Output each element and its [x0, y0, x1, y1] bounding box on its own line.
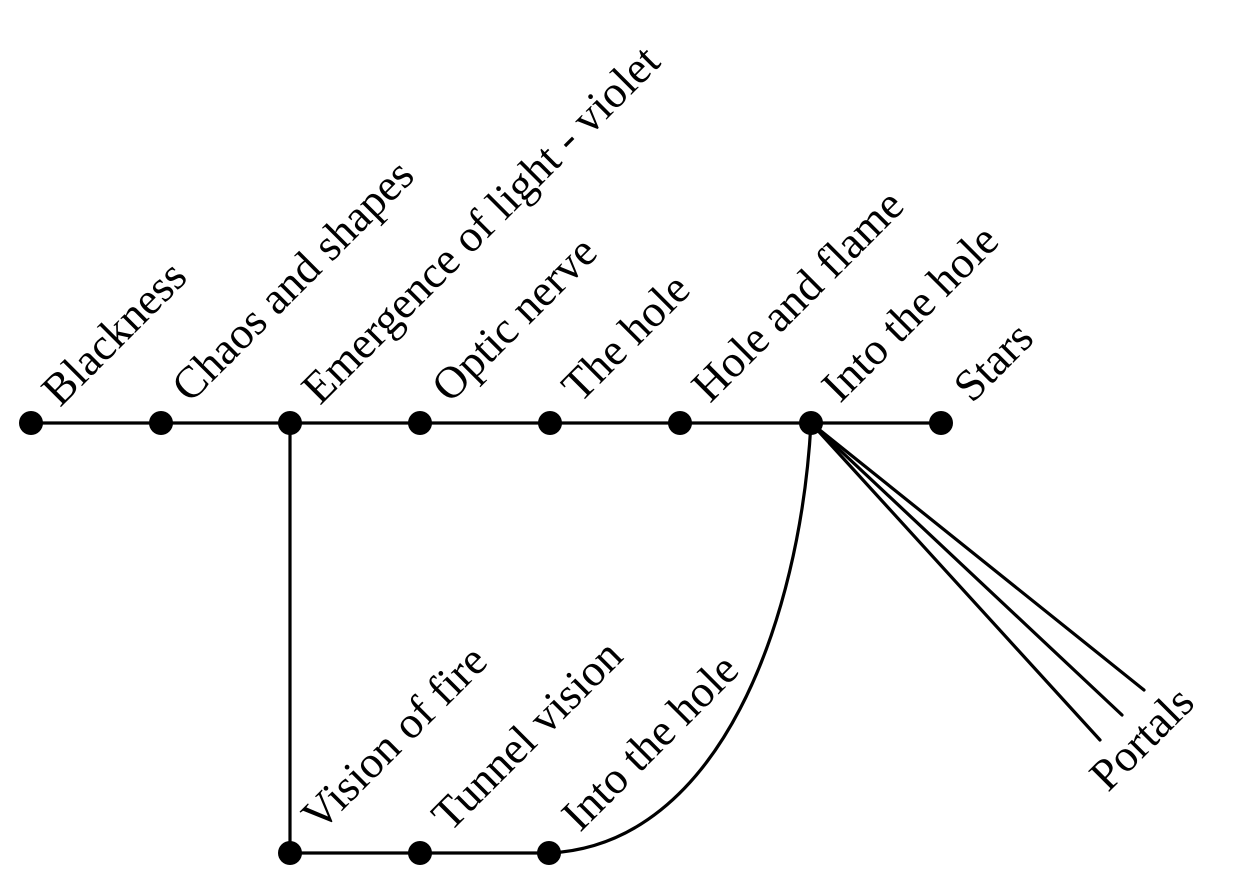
portal-line-1: [809, 421, 1102, 742]
curved-connector: [547, 421, 813, 855]
node-tunnel-vision: [408, 841, 432, 865]
node-hole-and-flame: [668, 411, 692, 435]
label-chaos-and-shapes: Chaos and shapes: [162, 149, 424, 411]
node-stars: [929, 411, 953, 435]
node-branch-into-the-hole: [537, 841, 561, 865]
portal-line-2: [809, 421, 1124, 717]
node-chaos-and-shapes: [149, 411, 173, 435]
portal-line-3: [809, 421, 1146, 692]
node-vision-of-fire: [278, 841, 302, 865]
node-emergence-of-light: [278, 411, 302, 435]
node-into-the-hole: [799, 411, 823, 435]
label-stars: Stars: [944, 312, 1043, 411]
node-the-hole: [538, 411, 562, 435]
label-blackness: Blackness: [32, 251, 196, 415]
node-blackness: [19, 411, 43, 435]
node-optic-nerve: [408, 411, 432, 435]
